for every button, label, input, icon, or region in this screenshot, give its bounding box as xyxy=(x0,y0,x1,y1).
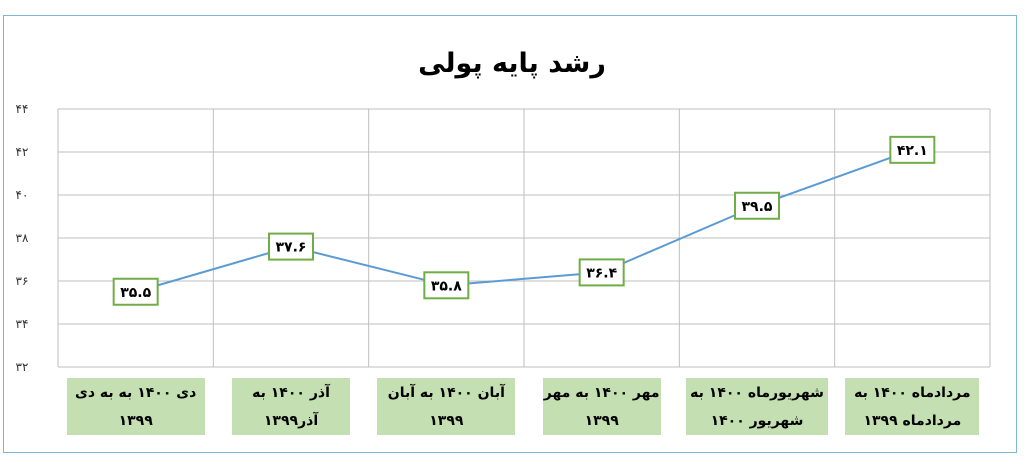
data-point-label: ۳۹.۵ xyxy=(734,191,780,220)
category-label-line: آبان ۱۴۰۰ به آبان xyxy=(387,384,505,401)
category-label-line: مهر ۱۴۰۰ به مهر xyxy=(543,384,660,401)
x-category-label: مهر ۱۴۰۰ به مهر ۱۳۹۹ xyxy=(542,378,661,435)
category-label-line: شهریورماه ۱۴۰۰ به xyxy=(690,384,824,401)
data-label-box xyxy=(578,258,625,287)
data-label-text: ۳۶.۴ xyxy=(586,265,617,281)
data-label-text: ۳۵.۵ xyxy=(120,285,151,301)
category-label-line: آذر ۱۴۰۰ به xyxy=(252,384,330,401)
data-label-box xyxy=(734,191,780,220)
category-label-line: دی ۱۴۰۰ به به دی xyxy=(75,384,197,401)
data-point-label: ۳۷.۶ xyxy=(268,232,314,261)
series-line-segment xyxy=(756,148,913,207)
y-tick-label: ۳۲ xyxy=(16,360,29,374)
x-category-label: شهریورماه ۱۴۰۰ به شهریور ۱۴۰۰ xyxy=(686,378,828,435)
data-point-label: ۳۶.۴ xyxy=(578,258,625,287)
category-label-line: مردادماه ۱۳۹۹ xyxy=(863,412,962,429)
category-label-line: ۱۳۹۹ xyxy=(584,412,619,429)
data-label-box xyxy=(423,271,470,300)
data-label-text: ۳۹.۵ xyxy=(742,199,773,215)
series-line-segment xyxy=(290,245,447,287)
series-line-segment xyxy=(601,204,758,274)
category-label-line: مردادماه ۱۴۰۰ به xyxy=(854,384,971,401)
data-point-label: ۳۵.۸ xyxy=(423,271,470,300)
x-category-label: آبان ۱۴۰۰ به آبان ۱۳۹۹ xyxy=(377,378,516,435)
data-point-label: ۳۵.۵ xyxy=(112,277,159,306)
series-line-segment xyxy=(446,271,602,287)
data-label-box xyxy=(268,232,314,261)
x-category-label: مردادماه ۱۴۰۰ به مردادماه ۱۳۹۹ xyxy=(845,378,980,435)
data-label-box xyxy=(112,277,159,306)
chart-title: رشد پایه پولی xyxy=(418,48,606,79)
y-tick-label: ۴۲ xyxy=(16,145,29,159)
category-label-line: ۱۳۹۹ xyxy=(118,412,153,429)
y-tick-label: ۴۰ xyxy=(16,188,29,202)
data-point-label: ۴۲.۱ xyxy=(889,135,936,164)
category-label-line: ۱۳۹۹ xyxy=(429,412,464,429)
y-tick-label: ۳۶ xyxy=(16,274,29,288)
data-label-box xyxy=(889,135,936,164)
data-label-text: ۳۵.۸ xyxy=(431,278,462,294)
series-line-segment xyxy=(135,245,292,293)
x-category-label: دی ۱۴۰۰ به به دی ۱۳۹۹ xyxy=(66,378,205,435)
y-tick-label: ۳۴ xyxy=(16,317,29,331)
x-category-label: آذر ۱۴۰۰ به آذر۱۳۹۹ xyxy=(232,378,350,435)
y-tick-label: ۳۸ xyxy=(16,231,29,245)
data-label-text: ۳۷.۶ xyxy=(276,240,307,256)
category-label-line: آذر۱۳۹۹ xyxy=(263,412,319,429)
data-label-text: ۴۲.۱ xyxy=(897,143,928,159)
y-tick-label: ۴۴ xyxy=(16,102,29,116)
category-label-line: شهریور ۱۴۰۰ xyxy=(710,412,804,429)
